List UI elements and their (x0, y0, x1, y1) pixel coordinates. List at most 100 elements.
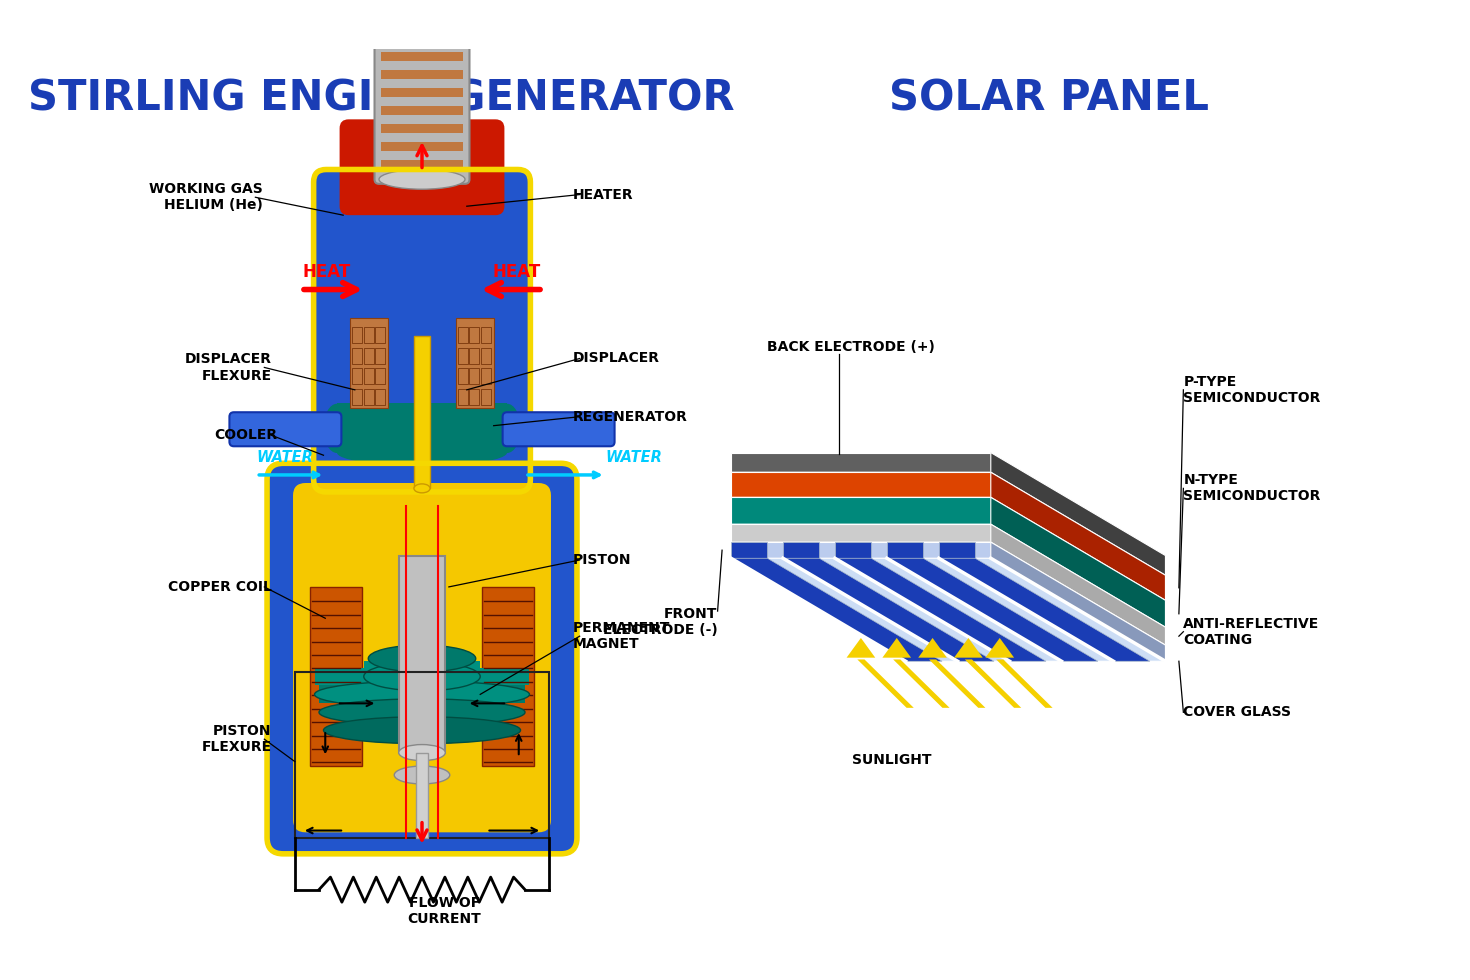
Bar (481, 389, 491, 405)
Polygon shape (882, 638, 911, 658)
Bar (363, 327, 373, 343)
Polygon shape (939, 542, 975, 559)
Text: SUNLIGHT: SUNLIGHT (853, 753, 932, 766)
Bar (381, 160, 463, 169)
Text: WATER: WATER (606, 450, 663, 465)
Bar (481, 348, 491, 364)
Polygon shape (894, 660, 950, 708)
Bar (310, 587, 362, 766)
Bar (457, 368, 467, 384)
Ellipse shape (415, 484, 431, 493)
Polygon shape (954, 638, 983, 658)
FancyBboxPatch shape (375, 36, 469, 184)
Polygon shape (857, 660, 914, 708)
Bar (337, 404, 507, 453)
Ellipse shape (398, 745, 445, 760)
Bar (353, 348, 362, 364)
Bar (381, 88, 463, 97)
Polygon shape (731, 453, 991, 472)
Text: PERMANENT
MAGNET: PERMANENT MAGNET (572, 621, 670, 652)
Bar (415, 336, 431, 488)
Polygon shape (731, 524, 991, 542)
Polygon shape (731, 559, 1166, 662)
Ellipse shape (494, 404, 520, 453)
Ellipse shape (323, 404, 350, 453)
Polygon shape (919, 638, 947, 658)
Bar (381, 123, 463, 132)
Text: COOLER: COOLER (213, 427, 276, 442)
Bar (375, 368, 385, 384)
Polygon shape (886, 542, 923, 559)
Text: COPPER COIL: COPPER COIL (168, 580, 272, 594)
Bar (363, 662, 481, 679)
Text: WORKING GAS
HELIUM (He): WORKING GAS HELIUM (He) (148, 182, 263, 213)
Bar (363, 368, 373, 384)
Bar (481, 368, 491, 384)
Bar (457, 348, 467, 364)
Polygon shape (997, 660, 1053, 708)
Polygon shape (731, 497, 1166, 601)
FancyBboxPatch shape (229, 413, 341, 446)
Text: P-TYPE
SEMICONDUCTOR: P-TYPE SEMICONDUCTOR (1183, 374, 1320, 405)
Bar (381, 106, 463, 115)
Bar (353, 368, 362, 384)
Polygon shape (991, 524, 1166, 645)
Bar (482, 587, 534, 766)
Bar (457, 327, 467, 343)
Bar (350, 318, 388, 408)
Polygon shape (929, 660, 985, 708)
Bar (416, 753, 428, 838)
Polygon shape (991, 542, 1166, 662)
Polygon shape (784, 559, 994, 662)
Text: SOLAR PANEL: SOLAR PANEL (889, 77, 1208, 120)
Polygon shape (985, 638, 1014, 658)
Bar (375, 348, 385, 364)
Text: PISTON: PISTON (572, 553, 631, 567)
Polygon shape (731, 559, 942, 662)
Bar (481, 327, 491, 343)
Bar (381, 71, 463, 79)
Polygon shape (991, 497, 1166, 627)
Text: HEAT: HEAT (492, 263, 541, 280)
Text: HEATER: HEATER (572, 187, 634, 202)
Polygon shape (835, 542, 872, 559)
Ellipse shape (363, 662, 481, 691)
Bar (353, 327, 362, 343)
Ellipse shape (394, 766, 450, 784)
Text: FLOW OF
CURRENT: FLOW OF CURRENT (407, 896, 481, 926)
Polygon shape (731, 497, 991, 524)
Polygon shape (731, 542, 991, 559)
Text: PISTON
FLEXURE: PISTON FLEXURE (201, 724, 272, 755)
Ellipse shape (315, 681, 529, 708)
Ellipse shape (337, 439, 507, 466)
Bar (469, 389, 479, 405)
Bar (319, 685, 525, 704)
Text: STIRLING ENGINE GENERATOR: STIRLING ENGINE GENERATOR (28, 77, 735, 120)
FancyBboxPatch shape (313, 170, 531, 492)
Bar (469, 327, 479, 343)
Polygon shape (991, 472, 1166, 601)
FancyBboxPatch shape (340, 120, 504, 216)
Text: REGENERATOR: REGENERATOR (572, 410, 688, 423)
Bar (326, 462, 517, 488)
Polygon shape (731, 472, 991, 497)
Polygon shape (886, 559, 1098, 662)
Ellipse shape (369, 645, 476, 672)
Polygon shape (731, 542, 1166, 645)
Text: COVER GLASS: COVER GLASS (1183, 706, 1291, 719)
Text: DISPLACER
FLEXURE: DISPLACER FLEXURE (185, 353, 272, 382)
Ellipse shape (323, 716, 520, 744)
Polygon shape (784, 542, 819, 559)
Bar (469, 368, 479, 384)
Text: FRONT
ELECTRODE (-): FRONT ELECTRODE (-) (603, 607, 717, 637)
Bar (363, 348, 373, 364)
Bar (398, 556, 445, 753)
FancyBboxPatch shape (503, 413, 614, 446)
Bar (353, 389, 362, 405)
Bar (295, 672, 550, 838)
Polygon shape (731, 524, 1166, 627)
Polygon shape (835, 559, 1047, 662)
Text: BACK ELECTRODE (+): BACK ELECTRODE (+) (767, 340, 935, 354)
Text: DISPLACER: DISPLACER (572, 352, 660, 366)
Ellipse shape (319, 699, 525, 726)
